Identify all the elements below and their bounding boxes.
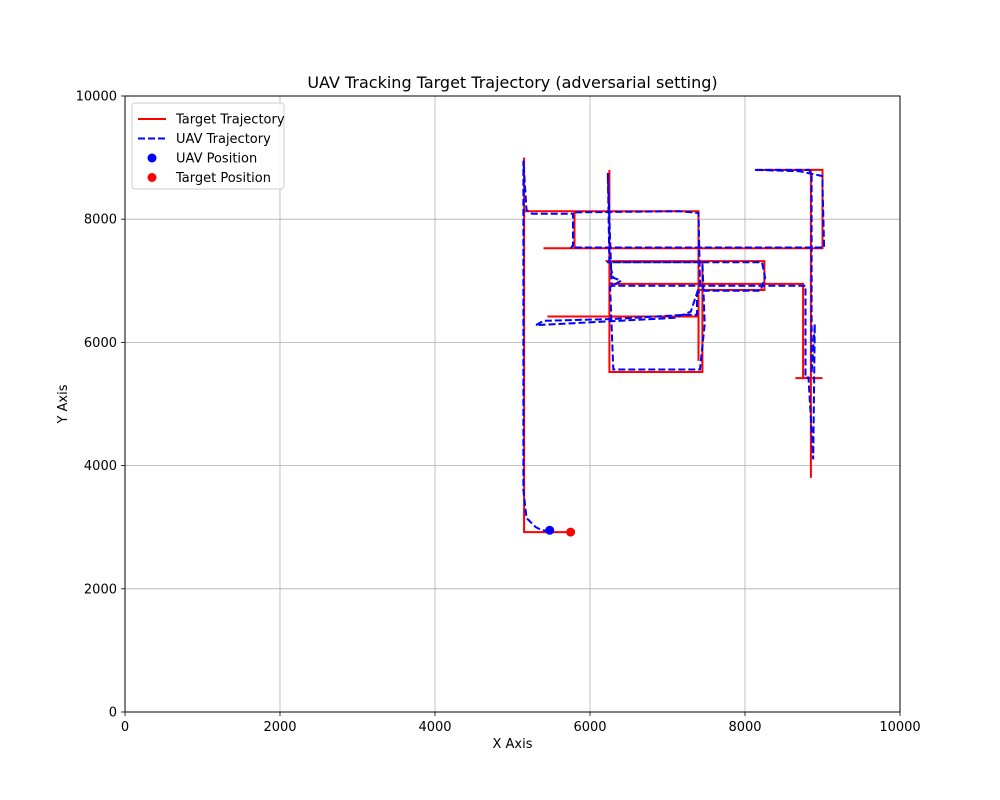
- target-trajectory-line: [523, 157, 824, 534]
- legend-box: [131, 102, 285, 190]
- uav-position-marker: [545, 525, 555, 535]
- plot-frame: [124, 95, 901, 713]
- ticks: 0 2000 4000 6000 8000 10000 0 2000 4000 6000 8000 1…: [76, 90, 921, 736]
- y-axis-label: Y Axis: [56, 384, 71, 424]
- legend: Target Trajectory UAV Trajectory UAV Posit…: [131, 102, 285, 190]
- x-tick-label: 8000: [728, 720, 761, 735]
- x-axis-label: X Axis: [492, 737, 532, 752]
- y-tick-label: 10000: [76, 90, 117, 105]
- y-tick-label: 0: [109, 706, 117, 721]
- grid: [124, 95, 901, 713]
- y-tick-label: 2000: [84, 582, 117, 597]
- x-tick-label: 2000: [263, 720, 296, 735]
- x-tick-label: 4000: [418, 720, 451, 735]
- series-layer: [522, 157, 826, 537]
- x-tick-label: 6000: [573, 720, 606, 735]
- y-tick-label: 6000: [84, 336, 117, 351]
- x-tick-label: 10000: [879, 720, 920, 735]
- target-position-marker: [566, 527, 576, 537]
- legend-swatch: [147, 173, 157, 182]
- legend-entry-label: UAV Position: [176, 152, 257, 167]
- legend-entry-label: Target Position: [175, 171, 271, 186]
- y-tick-label: 4000: [84, 459, 117, 474]
- uav-trajectory-line: [522, 160, 826, 532]
- legend-swatch: [147, 153, 157, 163]
- legend-entry-label: UAV Trajectory: [176, 132, 271, 147]
- x-tick-label: 0: [121, 720, 129, 735]
- legend-entry-label: Target Trajectory: [175, 113, 285, 128]
- chart-title: UAV Tracking Target Trajectory (adversar…: [307, 73, 717, 92]
- y-tick-label: 8000: [84, 213, 117, 228]
